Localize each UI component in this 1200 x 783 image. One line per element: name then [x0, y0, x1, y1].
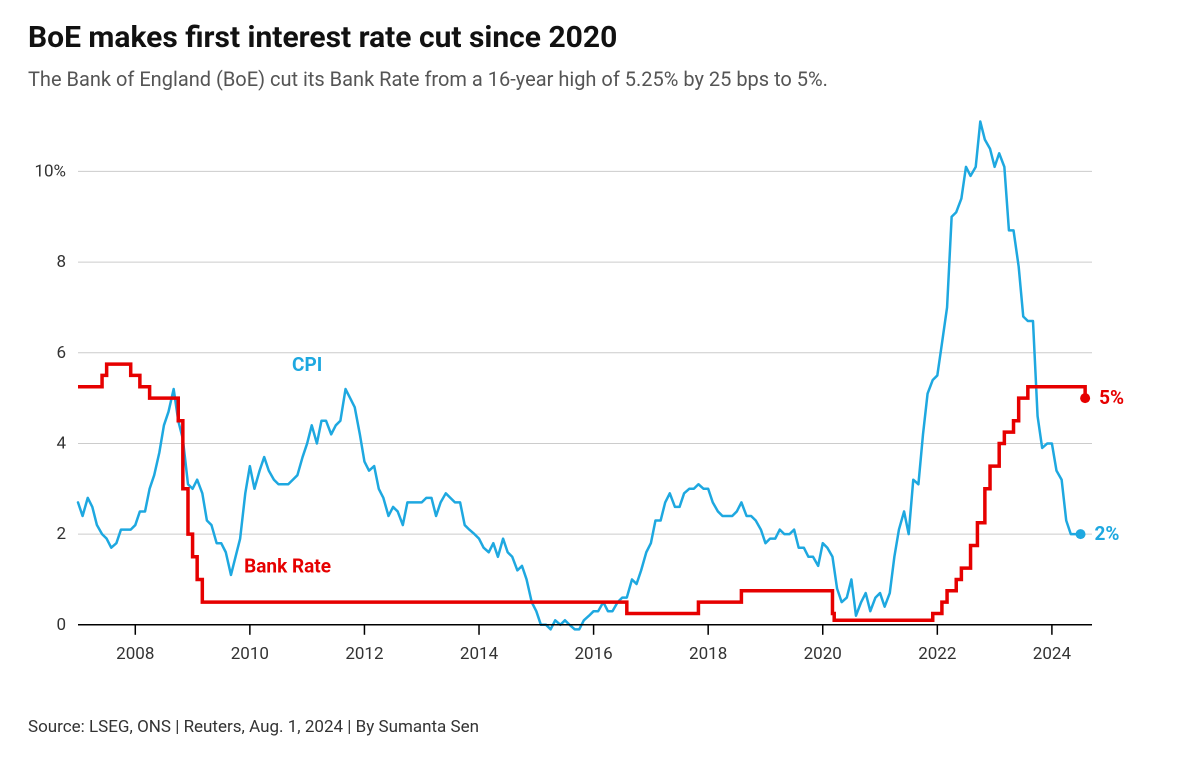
cpi-line — [78, 122, 1081, 630]
bank-rate-series-label: Bank Rate — [244, 555, 331, 578]
y-tick-label: 0 — [56, 615, 66, 635]
chart-svg: 0 2 4 6 8 10% 2% CPI 5% Bank Rate 2008 2010 2012 2014… — [28, 107, 1172, 707]
cpi-series-label: CPI — [292, 353, 322, 376]
chart-subtitle: The Bank of England (BoE) cut its Bank R… — [28, 66, 1172, 93]
y-tick-label: 6 — [56, 343, 66, 363]
y-tick-label: 4 — [56, 433, 66, 453]
bank-rate-end-label: 5% — [1099, 386, 1124, 409]
x-tick-label: 2014 — [460, 644, 499, 664]
chart-title: BoE makes first interest rate cut since … — [28, 20, 1172, 56]
x-tick-label: 2020 — [804, 644, 842, 664]
x-tick-label: 2018 — [689, 644, 727, 664]
chart-plot-area: 0 2 4 6 8 10% 2% CPI 5% Bank Rate 2008 2010 2012 2014… — [28, 107, 1172, 707]
y-tick-label: 2 — [56, 524, 66, 544]
bank-rate-line — [78, 364, 1085, 620]
chart-container: BoE makes first interest rate cut since … — [0, 0, 1200, 783]
cpi-end-marker — [1076, 529, 1086, 539]
bank-rate-end-marker — [1080, 393, 1090, 403]
cpi-end-label: 2% — [1095, 522, 1120, 545]
chart-source: Source: LSEG, ONS | Reuters, Aug. 1, 202… — [28, 717, 1172, 737]
x-tick-label: 2024 — [1033, 644, 1072, 664]
y-tick-label: 10% — [34, 161, 66, 181]
y-tick-label: 8 — [56, 252, 66, 272]
x-tick-label: 2016 — [574, 644, 612, 664]
x-tick-label: 2012 — [345, 644, 383, 664]
x-tick-label: 2010 — [231, 644, 269, 664]
x-tick-label: 2008 — [116, 644, 154, 664]
x-tick-label: 2022 — [918, 644, 956, 664]
